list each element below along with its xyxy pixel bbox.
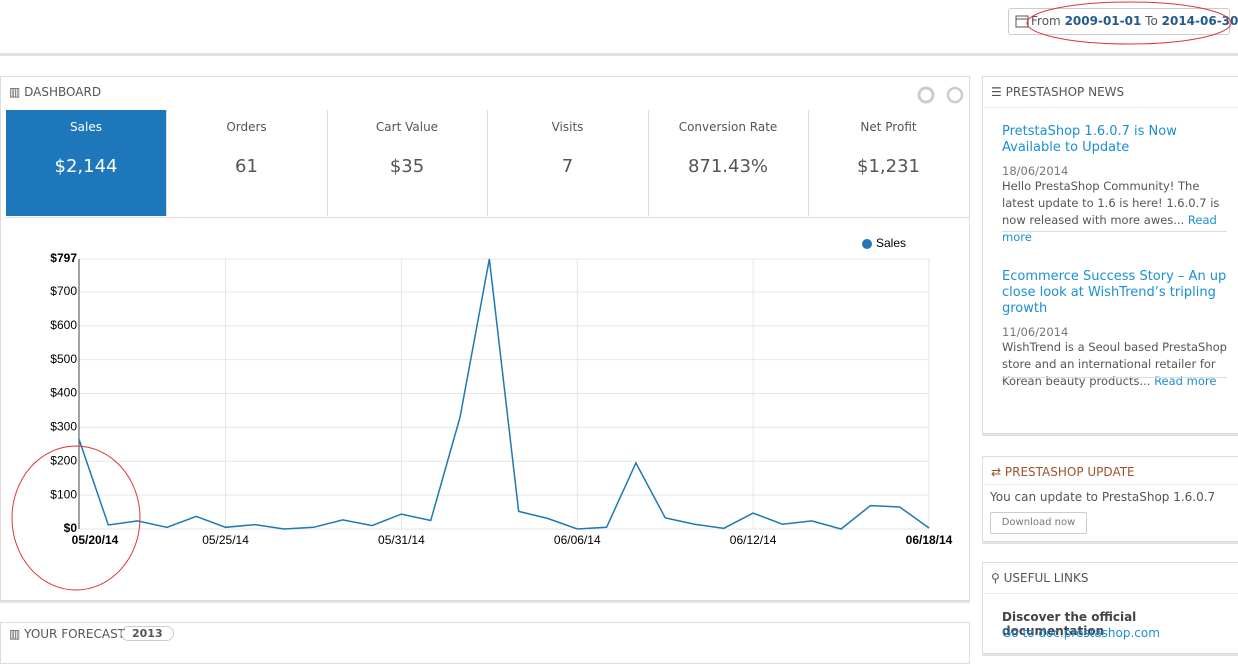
to-date: 2014-06-30 bbox=[1161, 14, 1238, 28]
y-tick-label: $797 bbox=[50, 251, 77, 265]
legend-label: Sales bbox=[876, 236, 906, 250]
news-item-text: Hello PrestaShop Community! The latest u… bbox=[1002, 179, 1220, 227]
kpi-label: Conversion Rate bbox=[678, 120, 778, 134]
y-tick-label: $300 bbox=[50, 420, 77, 434]
kpi-value: 61 bbox=[235, 156, 258, 177]
update-title-text: PRESTASHOP UPDATE bbox=[1004, 465, 1135, 479]
x-tick-label: 05/20/14 bbox=[72, 533, 119, 547]
calendar-icon bbox=[1015, 15, 1029, 28]
news-title: ☰ PRESTASHOP NEWS bbox=[991, 85, 1125, 99]
x-tick-label: 05/25/14 bbox=[202, 533, 249, 547]
chart: $0$100$200$300$400$500$600$700$79705/20/… bbox=[50, 236, 953, 547]
legend-marker bbox=[862, 239, 872, 249]
dashboard-title-text: DASHBOARD bbox=[24, 85, 102, 99]
kpi-value: $2,144 bbox=[54, 156, 118, 177]
kpi-value: 7 bbox=[561, 156, 574, 177]
update-text: You can update to PrestaShop 1.6.0.7 bbox=[990, 490, 1216, 504]
links-panel: ⚲ USEFUL LINKS Discover the official doc… bbox=[982, 562, 1238, 654]
y-tick-label: $600 bbox=[50, 318, 77, 332]
to-label: To bbox=[1145, 14, 1158, 28]
kpi-value: $1,231 bbox=[857, 156, 920, 177]
kpi-tab[interactable]: Sales $2,144 bbox=[6, 110, 167, 216]
kpi-tab[interactable]: Visits 7 bbox=[488, 110, 649, 216]
date-picker[interactable]: From 2009-01-01 To 2014-06-30 ▾ bbox=[1008, 8, 1238, 35]
kpi-label: Net Profit bbox=[860, 120, 917, 134]
y-tick-label: $700 bbox=[50, 284, 77, 298]
kpi-value: 871.43% bbox=[687, 156, 769, 177]
kpi-tab[interactable]: Net Profit $1,231 bbox=[809, 110, 969, 216]
kpi-label: Visits bbox=[551, 120, 584, 134]
y-tick-label: $500 bbox=[50, 352, 77, 366]
kpi-tab[interactable]: Orders 61 bbox=[167, 110, 328, 216]
kpi-tab[interactable]: Conversion Rate 871.43% bbox=[648, 110, 809, 216]
update-panel: ⇄ PRESTASHOP UPDATE You can update to Pr… bbox=[982, 456, 1238, 542]
forecast-panel: ▥ YOUR FORECAST 2013 bbox=[0, 622, 970, 664]
from-label: From bbox=[1031, 14, 1061, 28]
forecast-title-text: YOUR FORECAST bbox=[24, 627, 126, 641]
news-title-text: PRESTASHOP NEWS bbox=[1005, 85, 1125, 99]
dashboard-panel: ▥ DASHBOARD Sales $2,144 Orders 61 Cart Valu… bbox=[0, 76, 970, 601]
kpi-label: Cart Value bbox=[375, 120, 439, 134]
news-item: PretstaShop 1.6.0.7 is Now Available to … bbox=[1002, 124, 1227, 246]
x-tick-label: 05/31/14 bbox=[378, 533, 425, 547]
x-tick-label: 06/12/14 bbox=[730, 533, 777, 547]
kpi-row: Sales $2,144 Orders 61 Cart Value $35 Visits 7 C… bbox=[6, 110, 969, 218]
y-tick-label: $100 bbox=[50, 487, 77, 501]
forecast-year[interactable]: 2013 bbox=[121, 626, 174, 641]
dashboard-title: ▥ DASHBOARD bbox=[9, 85, 102, 99]
update-title: ⇄ PRESTASHOP UPDATE bbox=[991, 465, 1135, 479]
top-bar bbox=[0, 0, 1238, 56]
links-heading: Discover the official documentation bbox=[1002, 610, 1137, 638]
links-title: ⚲ USEFUL LINKS bbox=[991, 571, 1089, 585]
links-title-text: USEFUL LINKS bbox=[1003, 571, 1089, 585]
news-panel: ☰ PRESTASHOP NEWS PretstaShop 1.6.0.7 is… bbox=[982, 76, 1238, 434]
kpi-label: Sales bbox=[70, 120, 102, 134]
news-item-date: 18/06/2014 bbox=[1002, 164, 1069, 178]
from-date: 2009-01-01 bbox=[1064, 14, 1142, 28]
kpi-tab[interactable]: Cart Value $35 bbox=[327, 110, 488, 216]
news-item: Ecommerce Success Story – An up close lo… bbox=[1002, 269, 1227, 390]
x-tick-label: 06/18/14 bbox=[906, 533, 953, 547]
news-item-date: 11/06/2014 bbox=[1002, 325, 1069, 339]
download-button[interactable]: Download now bbox=[990, 512, 1087, 534]
news-item-title[interactable]: PretstaShop 1.6.0.7 is Now Available to … bbox=[1002, 124, 1177, 155]
header-icons[interactable] bbox=[915, 83, 965, 107]
x-tick-label: 06/06/14 bbox=[554, 533, 601, 547]
kpi-value: $35 bbox=[389, 156, 425, 177]
y-tick-label: $400 bbox=[50, 386, 77, 400]
forecast-title: ▥ YOUR FORECAST bbox=[9, 627, 126, 641]
kpi-label: Orders bbox=[226, 120, 267, 134]
read-more[interactable]: Read more bbox=[1002, 213, 1217, 244]
sales-line bbox=[78, 258, 930, 530]
y-tick-label: $200 bbox=[50, 453, 77, 467]
news-item-title[interactable]: Ecommerce Success Story – An up close lo… bbox=[1002, 269, 1227, 316]
doc-link[interactable]: Go to doc.prestashop.com bbox=[1002, 626, 1160, 640]
